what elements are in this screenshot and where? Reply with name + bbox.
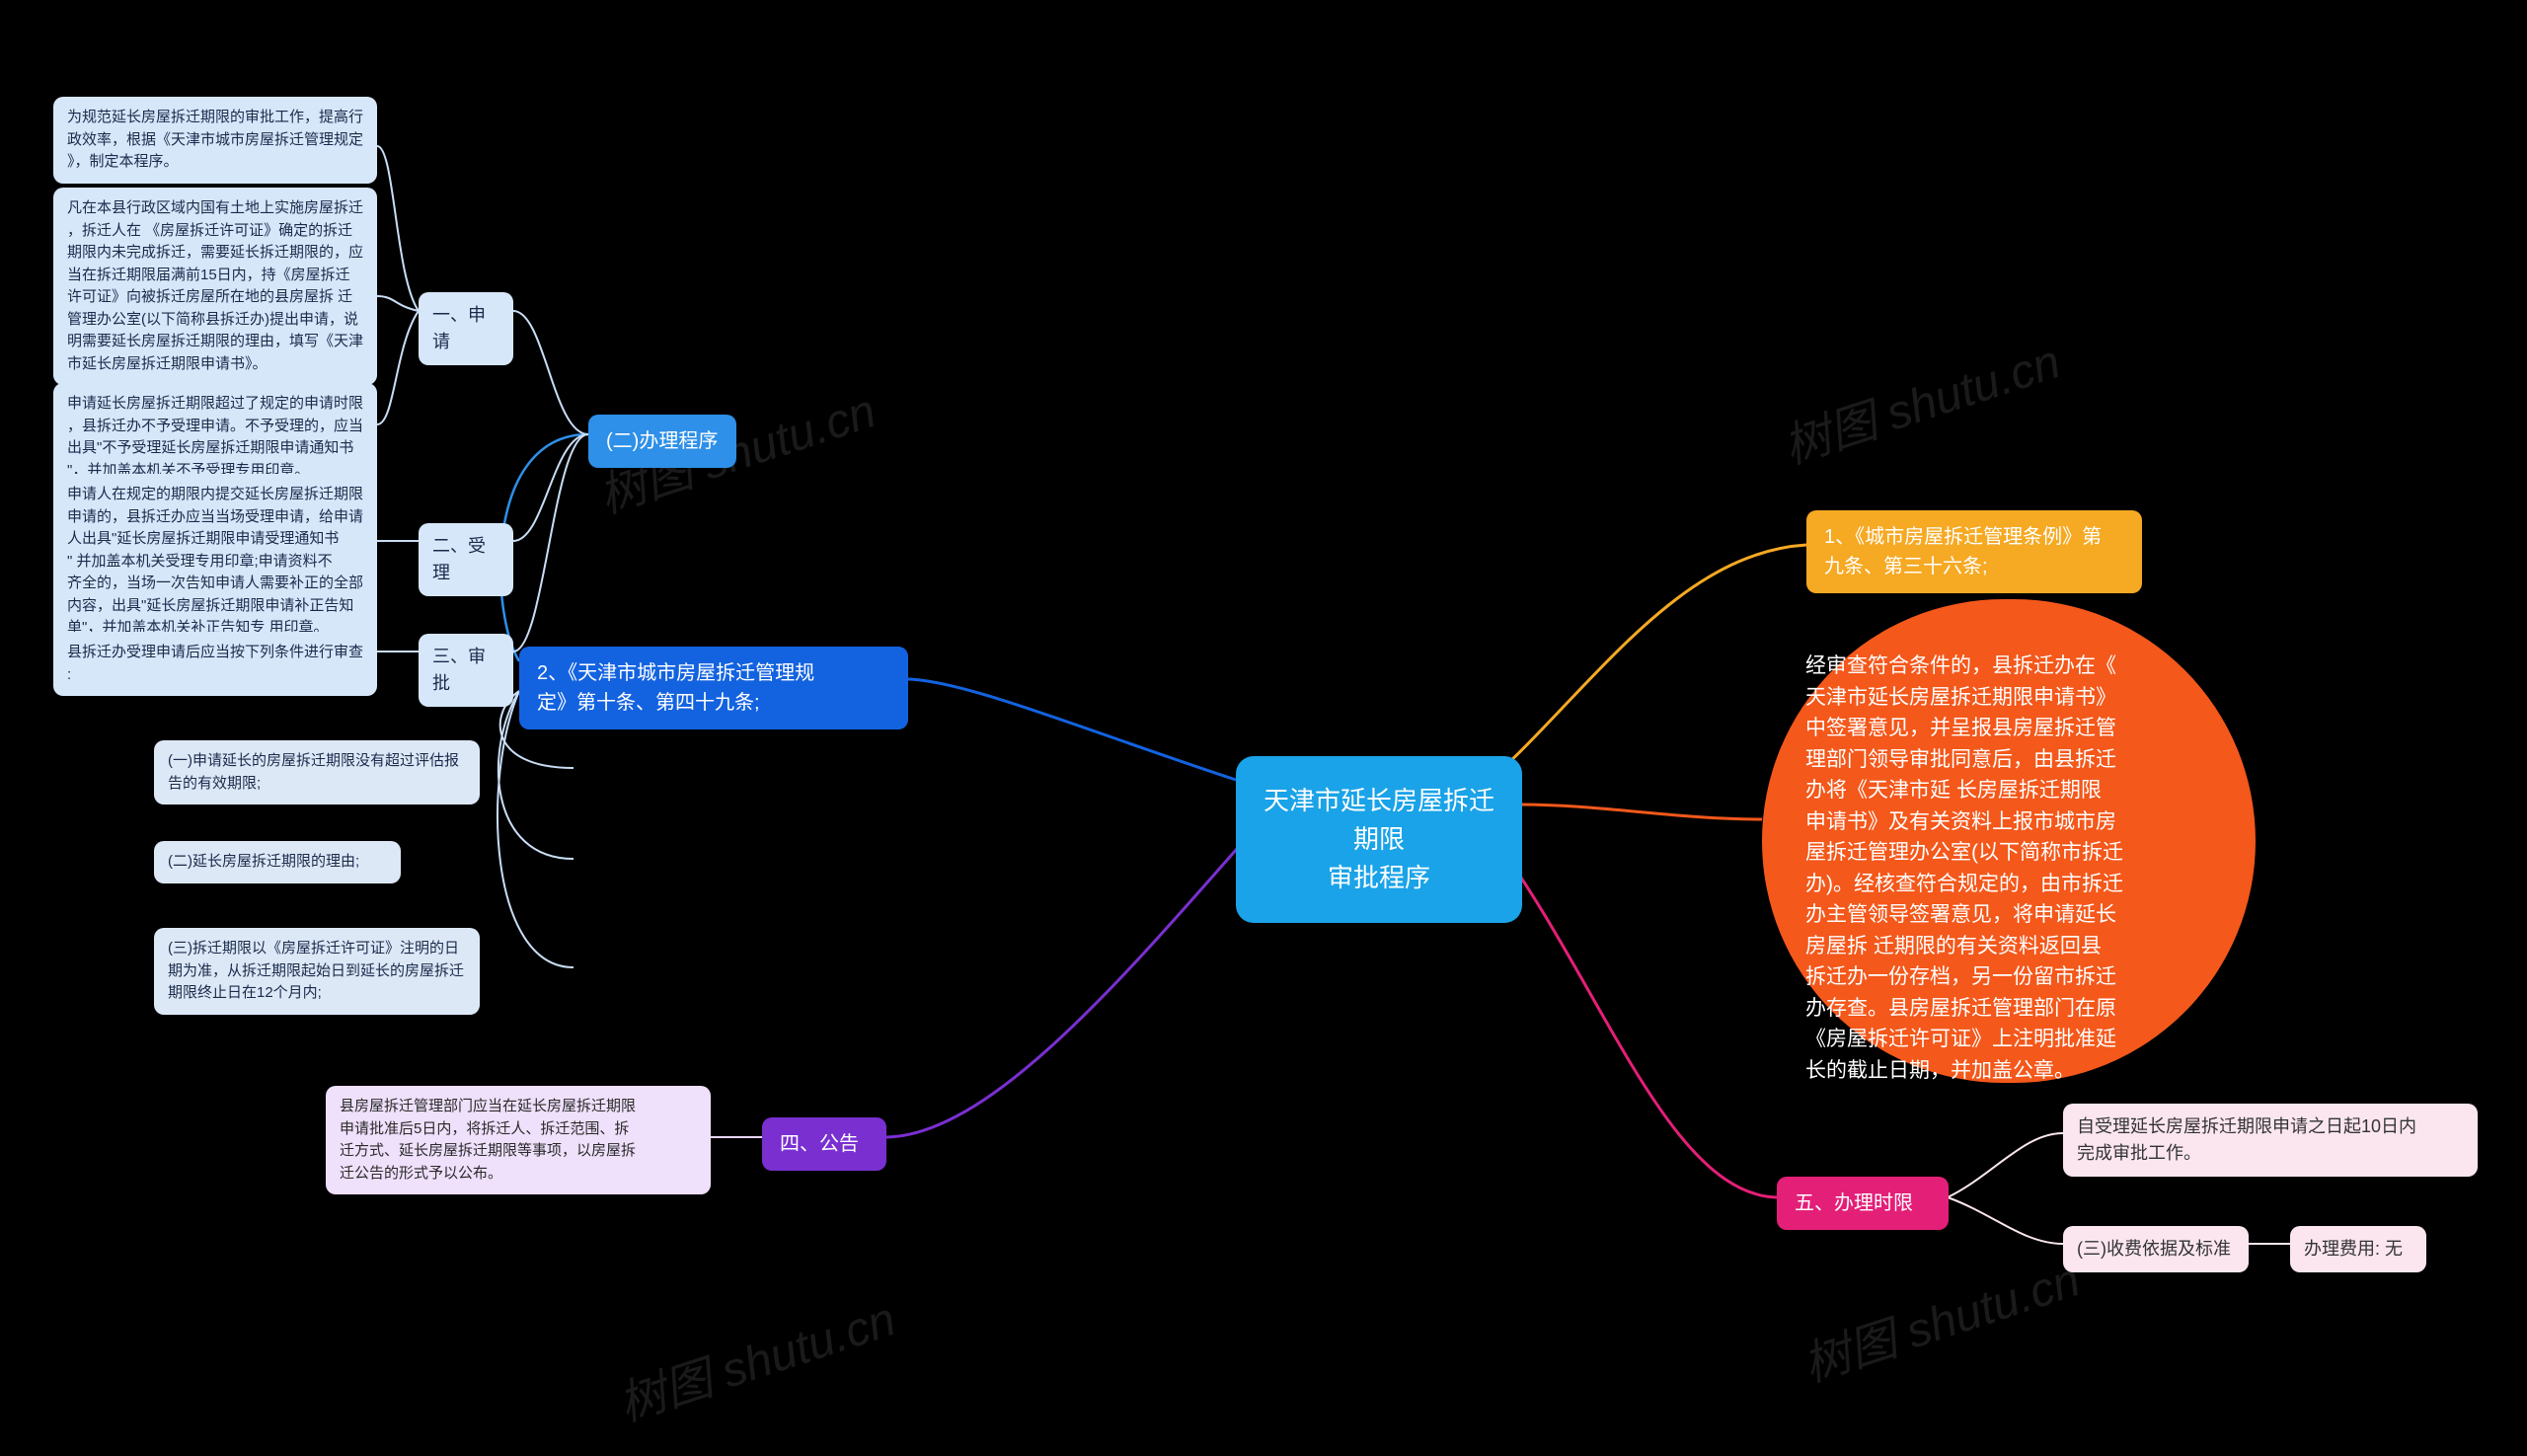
node-label: 自受理延长房屋拆迁期限申请之日起10日内完成审批工作。 — [2077, 1116, 2416, 1163]
node-label: 三、审批 — [432, 647, 486, 693]
node-procedure[interactable]: (二)办理程序 — [588, 415, 736, 468]
node-review-detail: 县拆迁办受理申请后应当按下列条件进行审查: — [53, 632, 377, 696]
node-condition-1: (一)申请延长的房屋拆迁期限没有超过评估报告的有效期限; — [154, 740, 480, 805]
node-step-accept[interactable]: 二、受理 — [419, 523, 513, 596]
node-label: 二、受理 — [432, 536, 486, 582]
node-label: 县拆迁办受理申请后应当按下列条件进行审查: — [67, 644, 363, 683]
node-apply-detail-2: 凡在本县行政区域内国有土地上实施房屋拆迁，拆迁人在 《房屋拆迁许可证》确定的拆迁… — [53, 188, 377, 385]
node-label: (三)收费依据及标准 — [2077, 1239, 2231, 1259]
node-label: 县房屋拆迁管理部门应当在延长房屋拆迁期限申请批准后5日内，将拆迁人、拆迁范围、拆… — [340, 1098, 636, 1182]
node-label: 五、办理时限 — [1795, 1192, 1913, 1214]
node-apply-detail-1: 为规范延长房屋拆迁期限的审批工作，提高行政效率，根据《天津市城市房屋拆迁管理规定… — [53, 97, 377, 184]
root-node[interactable]: 天津市延长房屋拆迁期限审批程序 — [1236, 756, 1522, 923]
root-label: 天津市延长房屋拆迁期限审批程序 — [1264, 786, 1494, 892]
node-label: 凡在本县行政区域内国有土地上实施房屋拆迁，拆迁人在 《房屋拆迁许可证》确定的拆迁… — [67, 199, 363, 372]
node-notice-detail: 县房屋拆迁管理部门应当在延长房屋拆迁期限申请批准后5日内，将拆迁人、拆迁范围、拆… — [326, 1086, 711, 1194]
node-fee-none: 办理费用: 无 — [2290, 1226, 2426, 1272]
node-accept-detail: 申请人在规定的期限内提交延长房屋拆迁期限申请的，县拆迁办应当当场受理申请，给申请… — [53, 474, 377, 650]
node-label: 四、公告 — [780, 1133, 859, 1155]
watermark: 树图 shutu.cn — [1793, 1241, 2087, 1395]
node-notice[interactable]: 四、公告 — [762, 1117, 886, 1171]
node-regulation-1[interactable]: 1、《城市房屋拆迁管理条例》第九条、第三十六条; — [1806, 510, 2142, 593]
node-fee-basis: (三)收费依据及标准 — [2063, 1226, 2249, 1272]
node-step-apply[interactable]: 一、申请 — [419, 292, 513, 365]
node-time-limit[interactable]: 五、办理时限 — [1777, 1177, 1949, 1230]
node-label: (三)拆迁期限以《房屋拆迁许可证》注明的日期为准，从拆迁期限起始日到延长的房屋拆… — [168, 940, 464, 1001]
node-condition-2: (二)延长房屋拆迁期限的理由; — [154, 841, 401, 883]
node-regulation-2[interactable]: 2、《天津市城市房屋拆迁管理规定》第十条、第四十九条; — [519, 647, 908, 729]
node-label: 经审查符合条件的，县拆迁办在《天津市延长房屋拆迁期限申请书》中签署意见，并呈报县… — [1805, 654, 2123, 1082]
watermark: 树图 shutu.cn — [1773, 323, 2067, 477]
node-label: 2、《天津市城市房屋拆迁管理规定》第十条、第四十九条; — [537, 662, 814, 714]
node-label: 申请延长房屋拆迁期限超过了规定的申请时限，县拆迁办不予受理申请。不予受理的，应当… — [67, 395, 363, 479]
node-condition-3: (三)拆迁期限以《房屋拆迁许可证》注明的日期为准，从拆迁期限起始日到延长的房屋拆… — [154, 928, 480, 1015]
node-label: 申请人在规定的期限内提交延长房屋拆迁期限申请的，县拆迁办应当当场受理申请，给申请… — [67, 486, 363, 636]
node-label: (一)申请延长的房屋拆迁期限没有超过评估报告的有效期限; — [168, 752, 459, 792]
node-label: 为规范延长房屋拆迁期限的审批工作，提高行政效率，根据《天津市城市房屋拆迁管理规定… — [67, 109, 363, 170]
node-label: 1、《城市房屋拆迁管理条例》第九条、第三十六条; — [1824, 526, 2102, 577]
node-time-limit-detail: 自受理延长房屋拆迁期限申请之日起10日内完成审批工作。 — [2063, 1104, 2478, 1177]
node-label: (二)办理程序 — [606, 430, 718, 452]
node-label: (二)延长房屋拆迁期限的理由; — [168, 853, 359, 870]
node-label: 一、申请 — [432, 305, 486, 351]
node-step-review[interactable]: 三、审批 — [419, 634, 513, 707]
node-label: 办理费用: 无 — [2304, 1239, 2403, 1259]
watermark: 树图 shutu.cn — [608, 1280, 902, 1434]
node-audit-result[interactable]: 经审查符合条件的，县拆迁办在《天津市延长房屋拆迁期限申请书》中签署意见，并呈报县… — [1762, 599, 2256, 1083]
